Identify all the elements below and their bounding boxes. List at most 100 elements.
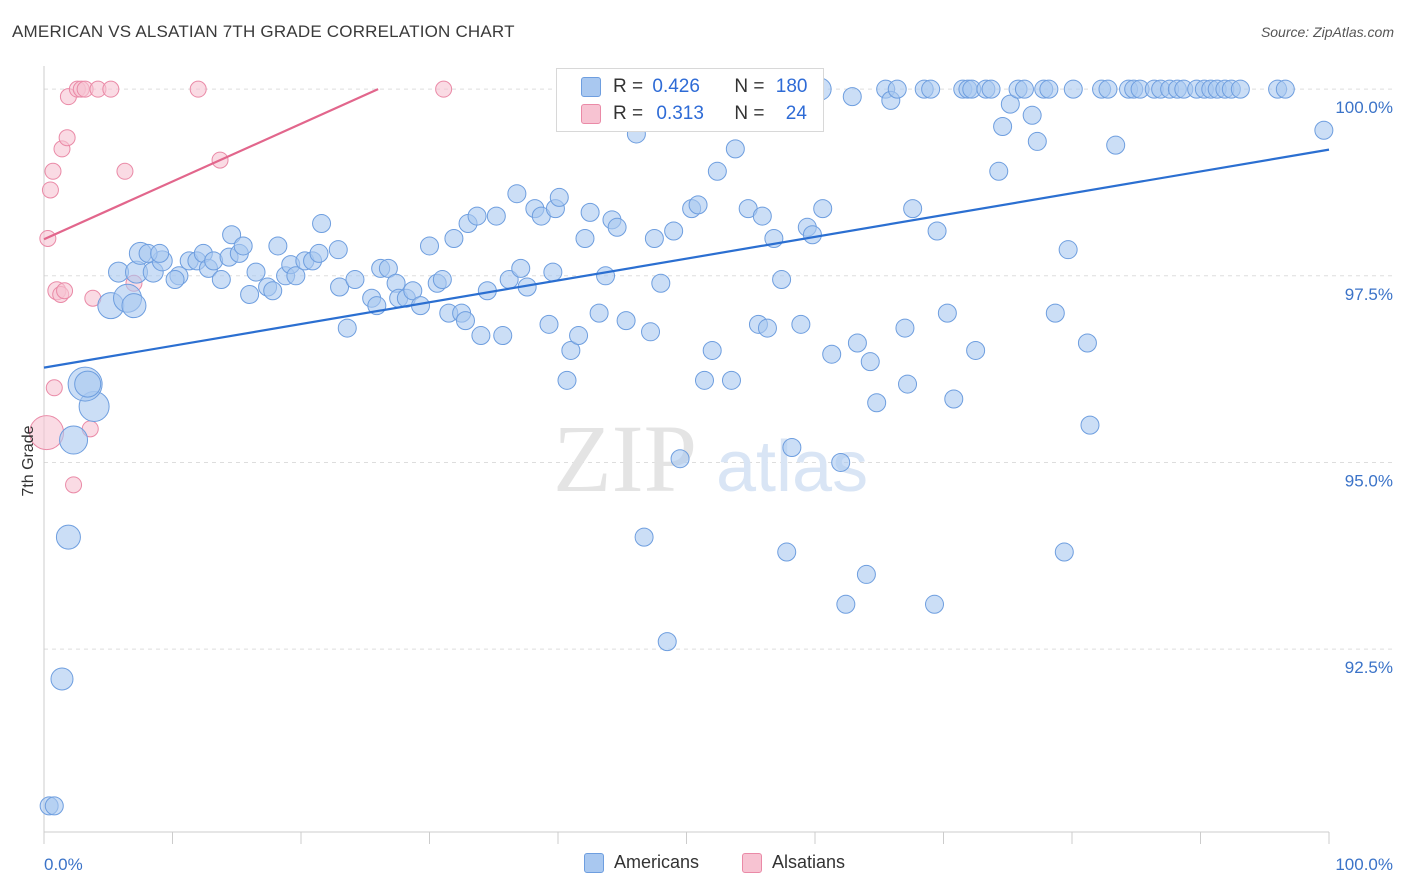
american-point [580, 202, 600, 222]
american-point [1054, 542, 1074, 562]
american-point [860, 352, 880, 372]
american-point [403, 281, 423, 301]
american-point [903, 199, 923, 219]
stats-legend: R = 0.426 N = 180 R = 0.313 N = 24 [556, 68, 824, 132]
american-point [246, 262, 266, 282]
american-point [511, 258, 531, 278]
y-tick-label: 95.0% [1345, 471, 1393, 490]
american-point [569, 326, 589, 346]
american-point [688, 195, 708, 215]
americans-trend-line [43, 148, 1330, 369]
american-point [345, 270, 365, 290]
american-point [596, 266, 616, 286]
american-point [721, 370, 741, 390]
american-point [895, 318, 915, 338]
american-point [455, 311, 475, 331]
american-point [944, 389, 964, 409]
american-point [836, 594, 856, 614]
american-point [211, 270, 231, 290]
american-point [222, 225, 242, 245]
bottom-legend-alsatians: Alsatians [742, 852, 845, 873]
american-point [507, 184, 527, 204]
american-point [1014, 79, 1034, 99]
american-point [50, 667, 74, 691]
bottom-legend-americans: Americans [584, 852, 699, 873]
americans-swatch [581, 77, 601, 97]
american-point [1058, 240, 1078, 260]
y-tick-label: 92.5% [1345, 658, 1393, 677]
american-point [150, 243, 170, 263]
american-point [1080, 415, 1100, 435]
american-point [1027, 131, 1047, 151]
american-point [1045, 303, 1065, 323]
american-point [664, 221, 684, 241]
alsatian-point [189, 80, 207, 98]
american-point [842, 87, 862, 107]
american-point [867, 393, 887, 413]
alsatian-point [102, 80, 120, 98]
alsatians-r-label: R = [613, 103, 644, 124]
american-point [791, 314, 811, 334]
alsatians-n-label: N = [734, 103, 765, 124]
american-point [702, 340, 722, 360]
american-point [937, 303, 957, 323]
american-point [467, 206, 487, 226]
american-point [641, 322, 661, 342]
american-point [802, 225, 822, 245]
alsatians-r-value: 0.313 [656, 103, 704, 124]
americans-r-value: 0.426 [652, 76, 700, 97]
american-point [44, 796, 64, 816]
american-point [286, 266, 306, 286]
american-point [121, 293, 147, 319]
american-point [752, 206, 772, 226]
american-point [1098, 79, 1118, 99]
alsatian-point [56, 282, 74, 300]
alsatians-n-value: 24 [785, 103, 807, 124]
american-point [589, 303, 609, 323]
american-point [165, 270, 185, 290]
american-point [1230, 79, 1250, 99]
american-point [337, 318, 357, 338]
american-point [575, 228, 595, 248]
american-point [330, 277, 350, 297]
american-point [312, 214, 332, 234]
american-point [432, 270, 452, 290]
american-point [993, 116, 1013, 136]
american-point [607, 217, 627, 237]
american-point [1000, 94, 1020, 114]
chart-source: Source: ZipAtlas.com [1260, 24, 1394, 40]
alsatian-point [65, 476, 83, 494]
alsatian-point [435, 80, 453, 98]
american-point [981, 79, 1001, 99]
americans-r-label: R = [613, 76, 644, 97]
x-tick-label-min: 0.0% [44, 855, 83, 874]
american-point [378, 258, 398, 278]
american-point [966, 340, 986, 360]
american-point [782, 438, 802, 458]
american-point [233, 236, 253, 256]
american-point [694, 370, 714, 390]
american-point [59, 425, 89, 455]
american-point [989, 161, 1009, 181]
american-point [670, 449, 690, 469]
american-point [898, 374, 918, 394]
american-point [1039, 79, 1059, 99]
trend-lines [43, 88, 1330, 369]
american-point [1077, 333, 1097, 353]
legend-row-alsatians: R = 0.313 N = 24 [581, 101, 807, 127]
american-point [328, 240, 348, 260]
american-point [616, 311, 636, 331]
alsatian-point [58, 129, 76, 147]
american-point [1063, 79, 1083, 99]
american-point [1275, 79, 1295, 99]
alsatian-point [44, 162, 62, 180]
american-point [772, 270, 792, 290]
chart-title: AMERICAN VS ALSATIAN 7TH GRADE CORRELATI… [12, 22, 515, 41]
americans-n-label: N = [734, 76, 765, 97]
american-point [309, 243, 329, 263]
bottom-americans-swatch [584, 852, 604, 873]
american-point [539, 314, 559, 334]
bottom-americans-label: Americans [614, 852, 700, 872]
watermark: ZIP atlas [553, 405, 868, 512]
bottom-alsatians-swatch [742, 852, 762, 873]
